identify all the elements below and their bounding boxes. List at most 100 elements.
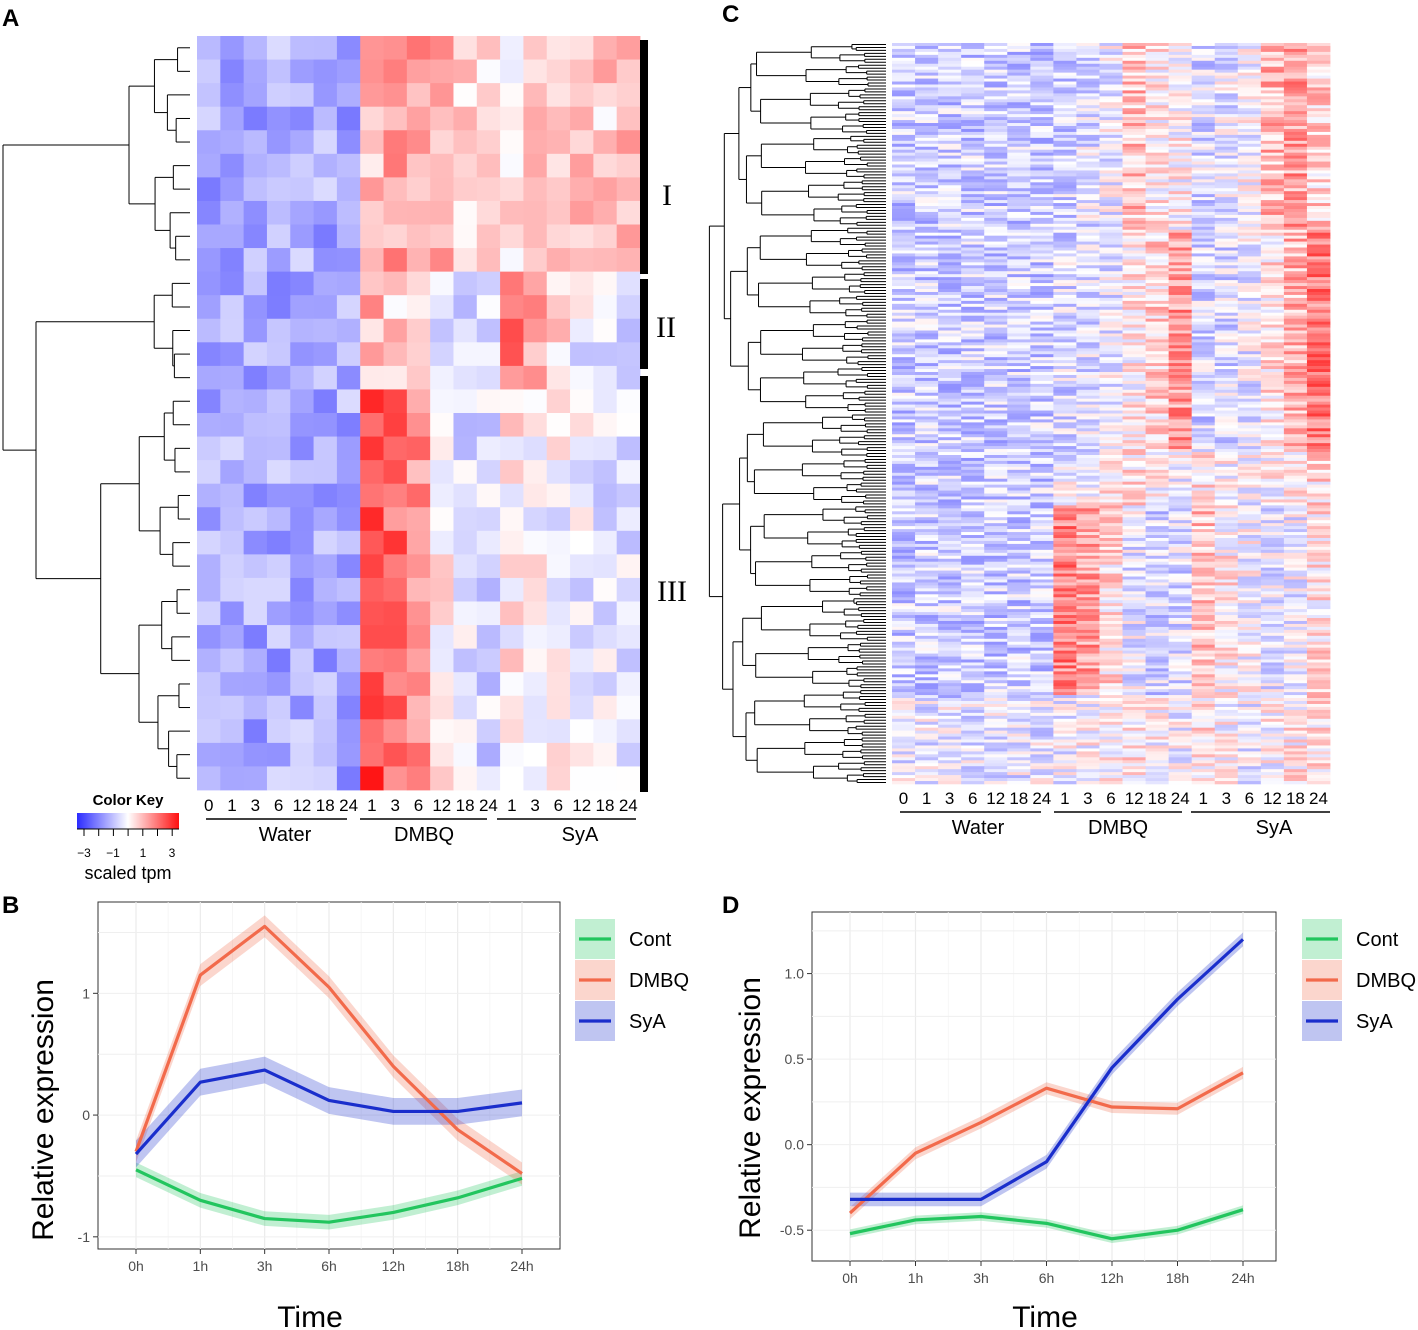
heatmap-cell	[1099, 84, 1123, 88]
heatmap-cell	[1145, 197, 1170, 201]
heatmap-cell	[1214, 143, 1239, 148]
heatmap-cell	[1214, 392, 1239, 397]
heatmap-cell	[1030, 294, 1054, 299]
heatmap-cell	[1030, 102, 1054, 106]
heatmap-cell	[892, 280, 916, 284]
heatmap-cell	[1260, 291, 1285, 296]
heatmap-cell	[1168, 363, 1193, 367]
heatmap-cell	[984, 63, 1008, 68]
heatmap-cell	[984, 579, 1008, 583]
heatmap-cell	[915, 185, 939, 189]
heatmap-cell	[938, 457, 962, 462]
heatmap-cell	[1007, 410, 1031, 414]
heatmap-cell	[1191, 297, 1216, 302]
heatmap-cell	[1283, 123, 1308, 127]
heatmap-cell	[1214, 191, 1239, 195]
heatmap-cell	[1283, 57, 1308, 62]
heatmap-cell	[1145, 271, 1170, 275]
heatmap-cell	[1099, 114, 1123, 118]
heatmap-cell	[938, 146, 962, 150]
heatmap-cell	[915, 377, 939, 382]
heatmap-cell	[220, 59, 245, 84]
heatmap-cell	[1030, 286, 1054, 290]
heatmap-cell	[984, 158, 1008, 162]
heatmap-cell	[1076, 529, 1100, 533]
heatmap-cell	[1214, 472, 1239, 477]
heatmap-cell	[1237, 247, 1262, 251]
heatmap-cell	[1306, 93, 1331, 97]
heatmap-cell	[1306, 410, 1331, 414]
heatmap-cell	[1076, 120, 1100, 124]
heatmap-cell	[1099, 309, 1123, 314]
heatmap-cell	[892, 529, 916, 533]
heatmap-cell	[892, 253, 916, 257]
heatmap-cell	[892, 374, 916, 379]
heatmap-cell	[892, 315, 916, 319]
heatmap-cell	[1076, 232, 1100, 236]
heatmap-cell	[1053, 241, 1077, 245]
heatmap-cell	[616, 59, 641, 84]
heatmap-cell	[1168, 455, 1193, 459]
heatmap-cell	[1260, 490, 1285, 494]
heatmap-cell	[984, 431, 1008, 435]
heatmap-cell	[961, 505, 985, 509]
heatmap-cell	[915, 318, 939, 322]
heatmap-cells-c	[892, 43, 1331, 785]
heatmap-cell	[938, 374, 962, 379]
heatmap-cell	[1237, 111, 1262, 115]
heatmap-cell	[406, 413, 431, 437]
heatmap-cell	[938, 43, 962, 47]
heatmap-cell	[1076, 499, 1100, 503]
heatmap-cell	[1053, 333, 1077, 337]
heatmap-cell	[984, 167, 1008, 171]
heatmap-cell	[313, 483, 338, 508]
heatmap-cell	[1283, 223, 1308, 228]
heatmap-cell	[546, 648, 571, 673]
heatmap-cell	[1191, 416, 1216, 420]
heatmap-cell	[1053, 105, 1077, 109]
heatmap-cell	[892, 526, 916, 530]
heatmap-cell	[476, 413, 501, 437]
heatmap-cell	[915, 140, 939, 145]
heatmap-cell	[1283, 363, 1308, 367]
heatmap-cell	[961, 404, 985, 408]
heatmap-cell	[1122, 125, 1146, 130]
heatmap-cell	[984, 102, 1008, 106]
heatmap-cell	[915, 386, 939, 391]
heatmap-cell	[1007, 217, 1031, 222]
heatmap-cell	[892, 286, 916, 290]
heatmap-cell	[961, 283, 985, 287]
heatmap-cell	[1145, 579, 1170, 583]
heatmap-cell	[383, 177, 408, 202]
heatmap-cell	[961, 342, 985, 346]
heatmap-cell	[915, 152, 939, 156]
heatmap-cell	[1030, 475, 1054, 479]
heatmap-cell	[961, 576, 985, 580]
heatmap-cell	[892, 238, 916, 242]
heatmap-cell	[1260, 128, 1285, 133]
heatmap-cell	[1191, 312, 1216, 316]
heatmap-cell	[453, 483, 478, 508]
heatmap-cell	[1145, 78, 1170, 82]
heatmap-cell	[984, 306, 1008, 311]
heatmap-cell	[570, 413, 594, 437]
heatmap-cell	[1283, 140, 1308, 145]
heatmap-cell	[1030, 206, 1054, 210]
heatmap-cell	[1007, 579, 1031, 583]
heatmap-cell	[1260, 540, 1285, 545]
heatmap-cell	[1237, 283, 1262, 287]
heatmap-cell	[892, 425, 916, 429]
heatmap-cell	[523, 365, 548, 390]
heatmap-cell	[1283, 549, 1308, 554]
heatmap-cell	[1076, 75, 1100, 79]
heatmap-cell	[1099, 392, 1123, 397]
heatmap-cell	[1237, 152, 1262, 156]
heatmap-cell	[984, 206, 1008, 210]
heatmap-cell	[892, 537, 916, 542]
heatmap-cell	[1030, 535, 1054, 539]
heatmap-cell	[1053, 523, 1077, 527]
heatmap-cell	[476, 177, 501, 202]
heatmap-cell	[360, 554, 384, 579]
heatmap-cell	[197, 436, 221, 461]
heatmap-cell	[1283, 398, 1308, 402]
